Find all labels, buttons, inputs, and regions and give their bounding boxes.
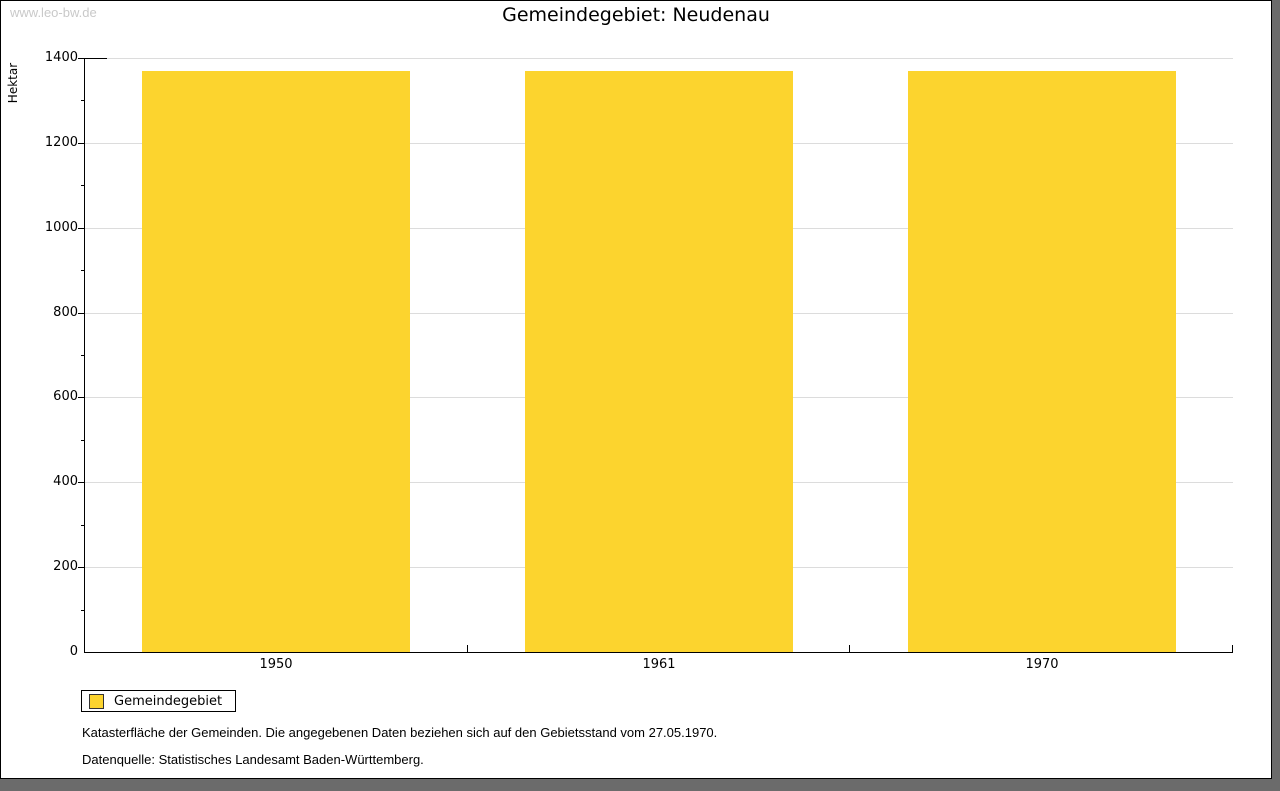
y-tick-label: 1400: [44, 50, 78, 65]
y-tick-label: 0: [69, 644, 78, 659]
y-tick-label: 1000: [44, 220, 78, 235]
y-axis-end-cap: [85, 58, 107, 59]
y-axis-minor-tick: [81, 100, 85, 101]
bar-1950: [142, 71, 410, 652]
x-axis-tick: [467, 645, 468, 652]
gridline: [85, 58, 1233, 59]
y-axis-minor-tick: [81, 525, 85, 526]
legend-label: Gemeindegebiet: [114, 693, 223, 709]
y-axis-minor-tick: [81, 270, 85, 271]
y-axis-minor-tick: [81, 185, 85, 186]
y-axis-major-tick: [78, 228, 85, 229]
legend-swatch: [89, 693, 104, 709]
y-axis-major-tick: [78, 397, 85, 398]
chart-page: www.leo-bw.de Gemeindegebiet: Neudenau H…: [0, 0, 1272, 779]
footnote-data-source: Datenquelle: Statistisches Landesamt Bad…: [82, 752, 424, 767]
x-category-label: 1950: [259, 657, 293, 672]
y-axis-minor-tick: [81, 355, 85, 356]
x-axis-tick: [1232, 645, 1233, 652]
y-axis-major-tick: [78, 567, 85, 568]
y-axis-minor-tick: [81, 440, 85, 441]
chart-title: Gemeindegebiet: Neudenau: [502, 4, 770, 26]
x-category-label: 1970: [1025, 657, 1059, 672]
y-axis-minor-tick: [81, 610, 85, 611]
y-axis-major-tick: [78, 58, 85, 59]
plot-area: 0 200 400 600 800 1000 1200 1400 1950 1961 1970: [45, 50, 1233, 672]
footnote-source-note: Katasterfläche der Gemeinden. Die angege…: [82, 725, 718, 740]
y-axis-major-tick: [78, 482, 85, 483]
y-tick-label: 800: [53, 305, 78, 320]
y-tick-label: 200: [53, 559, 78, 574]
y-tick-label: 600: [53, 389, 78, 404]
bar-1970: [908, 71, 1176, 652]
x-axis-tick: [849, 645, 850, 652]
y-axis-major-tick: [78, 143, 85, 144]
y-tick-label: 1200: [44, 135, 78, 150]
bar-1961: [525, 71, 793, 652]
y-axis-major-tick: [78, 313, 85, 314]
legend: Gemeindegebiet: [81, 690, 237, 712]
y-tick-label: 400: [53, 474, 78, 489]
y-axis-title: Hektar: [6, 62, 20, 104]
watermark: www.leo-bw.de: [10, 5, 97, 20]
x-category-label: 1961: [642, 657, 676, 672]
